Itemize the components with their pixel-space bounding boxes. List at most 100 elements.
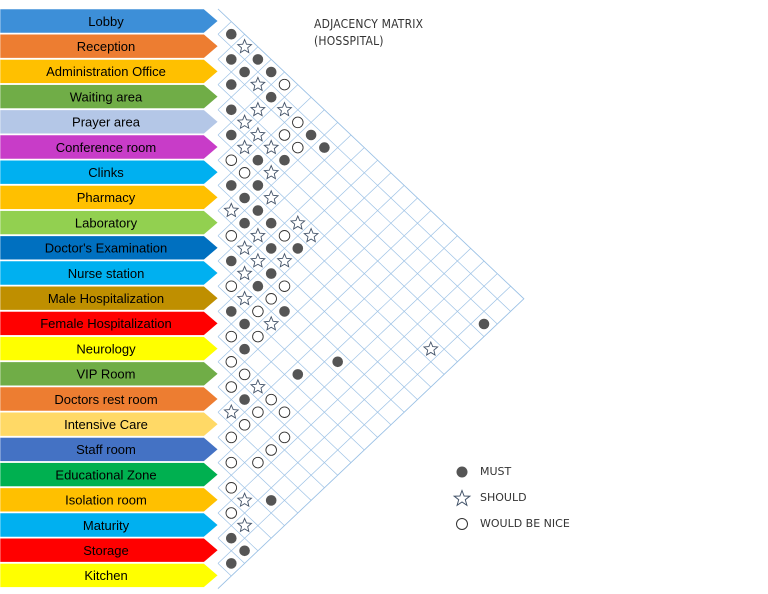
room-row: Maturity	[0, 512, 219, 538]
must-mark	[226, 54, 237, 65]
nice-mark	[278, 129, 291, 141]
grid-line	[217, 21, 232, 35]
nice-mark	[265, 444, 277, 456]
room-row: VIP Room	[0, 361, 219, 387]
should-mark	[249, 101, 266, 117]
room-row: Waiting area	[0, 84, 219, 109]
room-arrow	[0, 235, 219, 261]
grid-line	[217, 563, 232, 577]
room-arrow	[0, 462, 219, 487]
nice-mark	[238, 167, 251, 179]
must-mark	[265, 217, 277, 229]
should-mark	[236, 240, 253, 256]
room-row: Prayer area	[0, 109, 219, 135]
room-arrow	[0, 563, 219, 588]
grid-line	[217, 109, 325, 211]
should-mark	[289, 214, 306, 230]
room-arrow	[0, 134, 219, 160]
room-row: Female Hospitalization	[0, 311, 219, 336]
must-mark	[319, 142, 330, 153]
would-be-nice-circle-icon	[456, 518, 468, 530]
room-row: Pharmacy	[0, 185, 219, 210]
grid-line	[217, 235, 458, 463]
grid-line	[217, 59, 272, 111]
room-row: Isolation room	[0, 487, 219, 513]
title-line-2: (HOSSPITAL)	[314, 34, 384, 48]
should-mark	[263, 189, 280, 205]
grid-line	[217, 59, 498, 325]
grid-line	[217, 172, 392, 337]
room-arrow	[0, 537, 219, 563]
should-mark	[236, 265, 253, 281]
room-label: Conference room	[56, 140, 156, 155]
nice-mark	[225, 507, 238, 519]
room-row: Conference room	[0, 134, 219, 160]
room-row: Doctors rest room	[0, 386, 219, 412]
nice-mark	[278, 431, 291, 444]
room-row: Administration Office	[0, 59, 219, 84]
should-mark	[276, 252, 293, 268]
room-label: Nurse station	[68, 266, 145, 281]
room-labels: Lobby Reception Administration Office Waiti…	[0, 8, 219, 588]
should-mark	[236, 492, 253, 508]
grid-line	[217, 285, 511, 564]
grid-line	[217, 46, 259, 85]
grid-line	[217, 147, 365, 287]
grid-line	[217, 84, 299, 161]
room-label: Staff room	[76, 442, 136, 457]
must-dot-icon	[456, 466, 468, 478]
must-mark	[226, 28, 237, 40]
room-label: Doctor's Examination	[45, 241, 167, 256]
nice-mark	[225, 230, 238, 242]
room-label: Doctors rest room	[54, 392, 157, 407]
room-label: Maturity	[83, 518, 130, 533]
room-arrow	[0, 386, 219, 412]
must-mark	[252, 54, 264, 65]
grid-line	[217, 210, 432, 413]
must-mark	[226, 558, 237, 569]
must-mark	[239, 66, 250, 78]
should-mark	[249, 76, 266, 92]
must-mark	[252, 205, 264, 216]
room-label: Female Hospitalization	[40, 316, 172, 331]
room-label: Neurology	[76, 341, 136, 356]
nice-mark	[252, 305, 264, 318]
nice-mark	[238, 368, 251, 381]
grid-line	[217, 159, 378, 312]
should-mark	[236, 517, 253, 533]
nice-mark	[278, 78, 291, 91]
must-mark	[332, 356, 344, 368]
must-mark	[305, 129, 317, 141]
room-row: Neurology	[0, 336, 219, 361]
nice-mark	[292, 116, 304, 129]
must-mark	[239, 545, 250, 557]
should-mark	[303, 227, 320, 243]
nice-mark	[225, 381, 238, 393]
grid-line	[217, 260, 485, 514]
should-star-icon	[452, 489, 472, 507]
must-mark	[252, 154, 264, 166]
grid-line	[217, 197, 418, 388]
must-mark	[226, 255, 237, 267]
room-row: Lobby	[0, 8, 219, 34]
room-row: Storage	[0, 537, 219, 563]
room-label: Storage	[83, 543, 129, 558]
room-arrow	[0, 285, 219, 311]
grid-border	[217, 8, 525, 589]
should-mark	[249, 378, 266, 394]
should-mark	[276, 101, 293, 117]
room-arrow	[0, 487, 219, 513]
must-mark	[239, 343, 250, 355]
nice-mark	[225, 356, 238, 368]
grid-line	[217, 185, 405, 363]
legend-label-must: MUST	[480, 465, 512, 478]
must-mark	[252, 280, 264, 292]
title-line-1: ADJACENCY MATRIX	[314, 17, 424, 31]
nice-mark	[225, 482, 238, 494]
nice-mark	[265, 393, 277, 406]
nice-mark	[278, 406, 291, 418]
grid-line	[217, 71, 285, 136]
must-mark	[226, 79, 237, 90]
should-mark	[249, 252, 266, 268]
diagram-title: ADJACENCY MATRIX (HOSSPITAL)	[314, 16, 423, 50]
